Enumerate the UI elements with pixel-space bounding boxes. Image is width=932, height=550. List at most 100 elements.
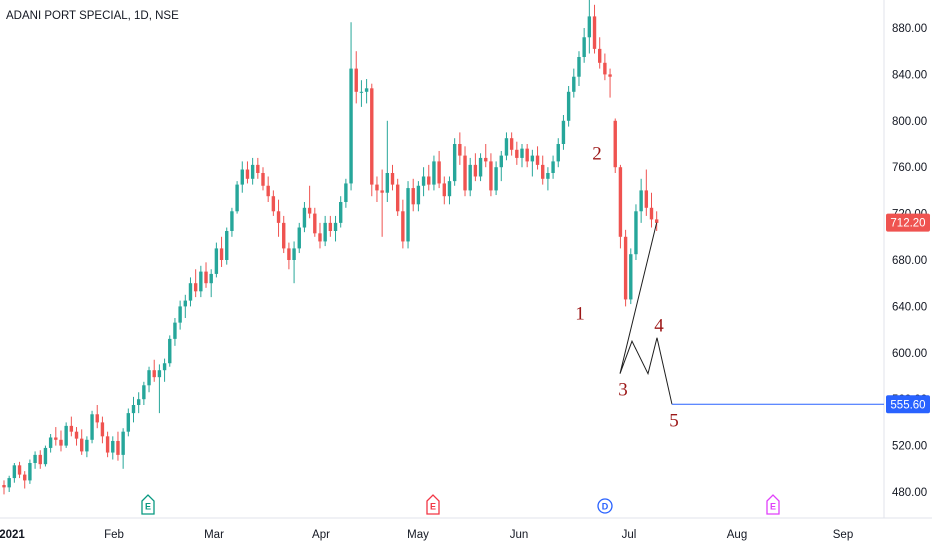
- price-axis[interactable]: 880.00840.00800.00760.00720.00680.00640.…: [886, 23, 930, 499]
- candles: [2, 0, 659, 495]
- event-marker-icon[interactable]: E: [766, 494, 780, 515]
- candle: [613, 118, 617, 173]
- event-letter: D: [602, 502, 609, 512]
- event-letter: E: [145, 502, 151, 512]
- candle-body: [136, 399, 141, 405]
- candle-body: [639, 190, 643, 212]
- candle: [173, 318, 177, 346]
- candle-body: [603, 62, 607, 75]
- candle-body: [69, 425, 74, 432]
- candle: [214, 242, 219, 278]
- candle: [370, 83, 374, 197]
- candle-body: [421, 176, 426, 186]
- candle: [282, 215, 286, 254]
- candle: [250, 157, 255, 185]
- candle: [38, 450, 42, 469]
- candle-body: [23, 474, 27, 481]
- candle: [90, 410, 94, 444]
- candle-body: [463, 155, 467, 191]
- candle: [157, 364, 162, 414]
- candle-body: [364, 88, 369, 92]
- candle-body: [478, 157, 483, 177]
- candle: [561, 115, 566, 150]
- candle-body: [318, 233, 322, 242]
- event-marker-icon[interactable]: E: [141, 494, 155, 515]
- candle: [17, 461, 22, 479]
- candle: [489, 153, 493, 197]
- candle-body: [458, 144, 462, 156]
- candle: [256, 157, 260, 179]
- last-price-tag-bg: [886, 213, 930, 232]
- wave-label: 3: [618, 380, 628, 401]
- candle: [105, 431, 110, 458]
- candle-body: [375, 184, 379, 191]
- y-tick-label: 600.00: [892, 348, 927, 360]
- candle-body: [572, 76, 576, 92]
- candle: [494, 161, 498, 196]
- candle-body: [33, 454, 37, 463]
- candle-body: [411, 188, 415, 205]
- candle: [235, 181, 239, 214]
- candle: [302, 202, 307, 233]
- candle-body: [525, 148, 529, 162]
- x-tick-label: 2021: [0, 529, 25, 541]
- candle: [328, 215, 333, 237]
- candle: [313, 207, 317, 237]
- candle-body: [276, 211, 281, 223]
- x-tick-label: Apr: [312, 529, 330, 541]
- candle-body: [598, 48, 602, 63]
- candle: [240, 161, 244, 193]
- candle-body: [577, 57, 581, 77]
- candle: [209, 269, 213, 298]
- candle: [546, 167, 550, 191]
- candle-body: [266, 185, 270, 197]
- candle-body: [230, 211, 234, 231]
- candle-body: [592, 16, 597, 49]
- event-marker-icon[interactable]: D: [597, 498, 613, 514]
- wave-label: 1: [575, 303, 585, 324]
- candle-body: [370, 88, 374, 185]
- candle-body: [183, 300, 187, 307]
- candle-body: [100, 422, 105, 437]
- candle: [401, 199, 405, 249]
- candle-body: [359, 91, 364, 93]
- y-tick-label: 800.00: [892, 116, 927, 128]
- candle-body: [219, 248, 224, 260]
- candle: [406, 181, 410, 249]
- candle: [649, 192, 654, 228]
- candle-body: [240, 169, 244, 185]
- candle: [375, 176, 379, 202]
- candle: [566, 86, 571, 127]
- candle-body: [54, 437, 58, 440]
- candle-body: [582, 37, 586, 57]
- candle: [364, 79, 369, 104]
- y-tick-label: 680.00: [892, 255, 927, 267]
- candle-body: [28, 463, 32, 481]
- candle: [188, 277, 193, 307]
- candle-body: [7, 478, 11, 488]
- candle: [111, 436, 115, 460]
- grid: [0, 0, 932, 519]
- candle: [204, 262, 208, 288]
- wave-label: 4: [654, 316, 664, 337]
- candle-body: [256, 164, 260, 173]
- wave-label: 5: [669, 410, 679, 431]
- candle-body: [473, 164, 478, 177]
- candle-body: [354, 68, 358, 92]
- candle-body: [328, 222, 333, 231]
- candle: [556, 138, 560, 168]
- candle-body: [344, 183, 348, 202]
- candle: [12, 463, 17, 483]
- event-marker-icon[interactable]: E: [426, 494, 440, 515]
- candle-body: [385, 173, 390, 193]
- candle-body: [499, 155, 503, 168]
- time-axis[interactable]: 2021 Feb Mar Apr May Jun Jul Aug Sep: [0, 529, 853, 541]
- candle: [333, 215, 338, 242]
- candle-body: [271, 196, 276, 212]
- target-price-tag-text: 555.60: [890, 399, 925, 411]
- candle-body: [587, 16, 592, 38]
- candle: [484, 144, 488, 168]
